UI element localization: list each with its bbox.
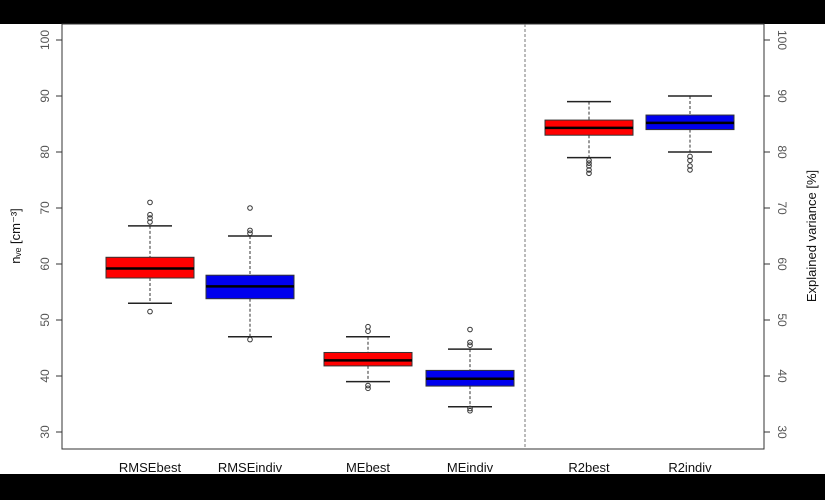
category-label: R2best <box>568 460 610 475</box>
box-MEbest <box>323 323 413 392</box>
left-axis-title: nᵥₑ [cm⁻³] <box>8 208 23 264</box>
category-label: MEbest <box>346 460 390 475</box>
outlier-point <box>467 339 473 346</box>
right-axis-title: Explained variance [%] <box>804 170 819 302</box>
right-tick-label: 80 <box>775 145 789 159</box>
box-series <box>105 95 735 414</box>
left-tick-label: 80 <box>38 145 52 159</box>
outlier-point <box>365 323 371 330</box>
outlier-point <box>467 405 473 412</box>
outlier-point <box>147 199 153 206</box>
right-tick-label: 30 <box>775 425 789 439</box>
outlier-point <box>247 230 253 236</box>
box-R2best <box>544 100 634 177</box>
outlier-point <box>586 167 592 173</box>
outlier-point <box>247 227 253 234</box>
left-tick-label: 40 <box>38 369 52 383</box>
left-tick-label: 70 <box>38 201 52 215</box>
outlier-point <box>687 153 693 160</box>
outlier-point <box>687 163 693 169</box>
outlier-point <box>247 336 253 343</box>
outlier-point <box>586 163 592 169</box>
outlier-point <box>467 342 473 349</box>
left-tick-label: 50 <box>38 313 52 327</box>
outlier-point <box>147 219 153 225</box>
plot-frame <box>61 23 765 450</box>
outlier-point <box>365 382 371 389</box>
outlier-point <box>467 326 473 333</box>
outlier-point <box>147 308 153 315</box>
figure-background <box>0 24 825 474</box>
outlier-point <box>687 157 693 164</box>
box-MEindiv <box>425 326 515 414</box>
left-tick-label: 60 <box>38 257 52 271</box>
right-tick-label: 90 <box>775 89 789 103</box>
left-tick-label: 90 <box>38 89 52 103</box>
box-R2indiv <box>645 95 735 173</box>
outlier-point <box>586 160 592 166</box>
outlier-point <box>586 157 592 164</box>
right-axis: 30 40 50 60 70 80 90 100 <box>764 30 789 439</box>
right-tick-label: 100 <box>775 30 789 50</box>
right-tick-label: 50 <box>775 313 789 327</box>
category-label: R2indiv <box>668 460 712 475</box>
outlier-point <box>586 170 592 177</box>
outlier-point <box>687 167 693 173</box>
outlier-point <box>467 407 473 414</box>
outlier-point <box>247 205 253 211</box>
left-axis: 30 40 50 60 70 80 90 100 <box>38 30 62 439</box>
outlier-point <box>147 215 153 221</box>
box-RMSEbest <box>105 199 195 315</box>
category-label: RMSEindiv <box>218 460 283 475</box>
category-labels: RMSEbest RMSEindiv MEbest MEindiv R2best R2in… <box>119 460 712 475</box>
right-tick-label: 70 <box>775 201 789 215</box>
left-tick-label: 100 <box>38 30 52 50</box>
category-label: RMSEbest <box>119 460 182 475</box>
right-tick-label: 60 <box>775 257 789 271</box>
left-tick-label: 30 <box>38 425 52 439</box>
box-RMSEindiv <box>205 205 295 343</box>
outlier-point <box>365 385 371 392</box>
right-tick-label: 40 <box>775 369 789 383</box>
outlier-point <box>147 211 153 218</box>
category-label: MEindiv <box>447 460 494 475</box>
